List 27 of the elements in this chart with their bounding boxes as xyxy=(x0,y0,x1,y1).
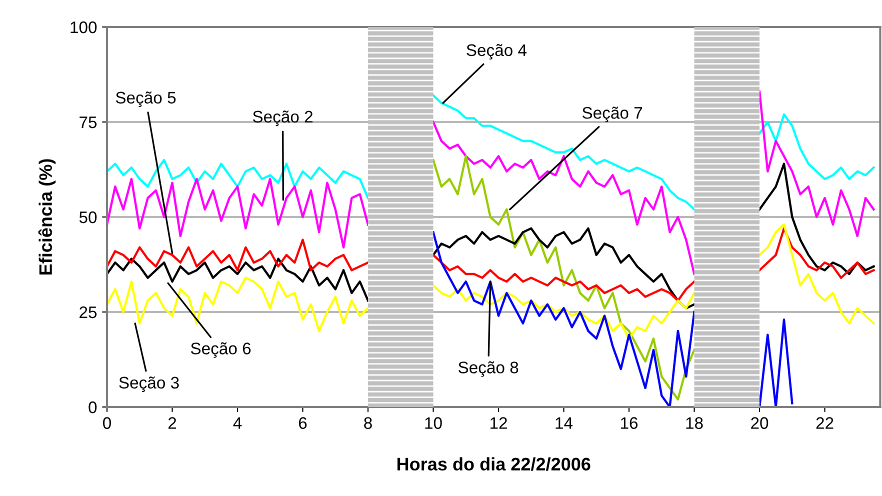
annotation: Seção 8 xyxy=(458,361,518,377)
x-axis-title: Horas do dia 22/2/2006 xyxy=(397,457,590,471)
annotation: Seção 5 xyxy=(116,91,176,107)
annotation: Seção 2 xyxy=(252,110,313,126)
x-tick-label: 8 xyxy=(364,417,372,429)
x-tick-label: 22 xyxy=(816,417,834,429)
x-tick-label: 10 xyxy=(425,417,442,429)
y-tick-label: 25 xyxy=(80,306,97,318)
x-tick-label: 16 xyxy=(621,417,638,429)
x-tick-label: 14 xyxy=(556,417,573,429)
annotation: Seção 3 xyxy=(119,376,179,392)
y-axis-title: Eficiência (%) xyxy=(38,159,56,274)
y-tick-label: 50 xyxy=(79,211,97,224)
annotation: Seção 4 xyxy=(466,44,527,60)
x-tick-label: 6 xyxy=(298,417,307,429)
y-tick-label: 100 xyxy=(70,21,97,34)
x-tick-label: 0 xyxy=(103,417,111,429)
line-series xyxy=(432,155,696,401)
annotation: Seção 7 xyxy=(582,106,642,122)
y-tick-label: 0 xyxy=(88,401,97,414)
x-tick-label: 4 xyxy=(233,417,242,429)
x-tick-label: 12 xyxy=(490,417,507,429)
annotation: Seção 6 xyxy=(190,342,251,358)
y-tick-label: 75 xyxy=(80,116,97,128)
x-tick-label: 2 xyxy=(168,417,176,429)
x-tick-label: 18 xyxy=(686,417,703,429)
x-tick-label: 20 xyxy=(751,417,768,429)
